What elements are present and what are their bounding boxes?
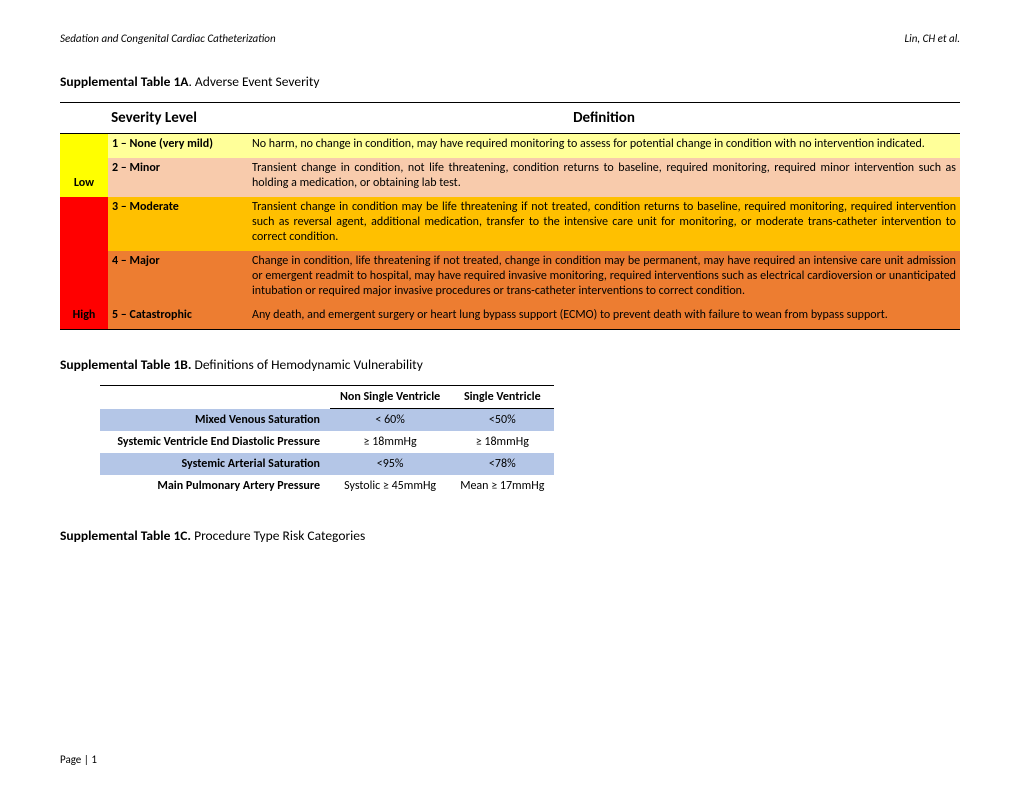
- hemodynamic-table: Non Single Ventricle Single Ventricle Mi…: [100, 385, 554, 497]
- severity-definition: Any death, and emergent surgery or heart…: [248, 305, 960, 330]
- hv-cell: <50%: [450, 409, 554, 432]
- hv-row-label: Systemic Arterial Saturation: [100, 453, 330, 475]
- hv-cell: ≥ 18mmHg: [330, 431, 450, 453]
- severity-table: Severity Level Definition Low1 – None (v…: [60, 102, 960, 330]
- hv-row-label: Systemic Ventricle End Diastolic Pressur…: [100, 431, 330, 453]
- page-footer: Page | 1: [60, 753, 97, 766]
- severity-level: 2 – Minor: [108, 158, 248, 197]
- hv-cell: Mean ≥ 17mmHg: [450, 475, 554, 497]
- page-header: Sedation and Congenital Cardiac Catheter…: [60, 32, 960, 45]
- hv-cell: ≥ 18mmHg: [450, 431, 554, 453]
- severity-level: 3 – Moderate: [108, 197, 248, 251]
- hv-cell: <78%: [450, 453, 554, 475]
- hv-header-sv: Single Ventricle: [450, 386, 554, 409]
- header-right: Lin, CH et al.: [905, 32, 960, 45]
- hv-row-label: Main Pulmonary Artery Pressure: [100, 475, 330, 497]
- table-1a-title: Supplemental Table 1A. Adverse Event Sev…: [60, 73, 960, 90]
- page-number: Page | 1: [60, 753, 97, 766]
- severity-definition: Transient change in condition, not life …: [248, 158, 960, 197]
- table-1b-title-rest: Definitions of Hemodynamic Vulnerability: [191, 356, 422, 373]
- table-1b-title: Supplemental Table 1B. Definitions of He…: [60, 356, 960, 373]
- table-1a-title-bold: Supplemental Table 1A: [60, 73, 188, 90]
- table-1c-title-bold: Supplemental Table 1C.: [60, 527, 191, 544]
- hv-cell: Systolic ≥ 45mmHg: [330, 475, 450, 497]
- hv-cell: <95%: [330, 453, 450, 475]
- severity-side-high: High: [60, 197, 108, 330]
- hv-cell: < 60%: [330, 409, 450, 432]
- header-left: Sedation and Congenital Cardiac Catheter…: [60, 32, 276, 45]
- severity-level: 4 – Major: [108, 251, 248, 305]
- severity-level: 1 – None (very mild): [108, 134, 248, 159]
- severity-header-level: Severity Level: [60, 103, 248, 134]
- severity-header-definition: Definition: [248, 103, 960, 134]
- hv-empty-header: [100, 386, 330, 409]
- severity-definition: Transient change in condition may be lif…: [248, 197, 960, 251]
- severity-definition: No harm, no change in condition, may hav…: [248, 134, 960, 159]
- hv-header-nsv: Non Single Ventricle: [330, 386, 450, 409]
- table-1a-title-rest: . Adverse Event Severity: [188, 73, 319, 90]
- table-1c-title-rest: Procedure Type Risk Categories: [191, 527, 365, 544]
- severity-side-low: Low: [60, 134, 108, 198]
- hv-row-label: Mixed Venous Saturation: [100, 409, 330, 432]
- table-1c-title: Supplemental Table 1C. Procedure Type Ri…: [60, 527, 960, 544]
- severity-level: 5 – Catastrophic: [108, 305, 248, 330]
- severity-definition: Change in condition, life threatening if…: [248, 251, 960, 305]
- table-1b-title-bold: Supplemental Table 1B.: [60, 356, 191, 373]
